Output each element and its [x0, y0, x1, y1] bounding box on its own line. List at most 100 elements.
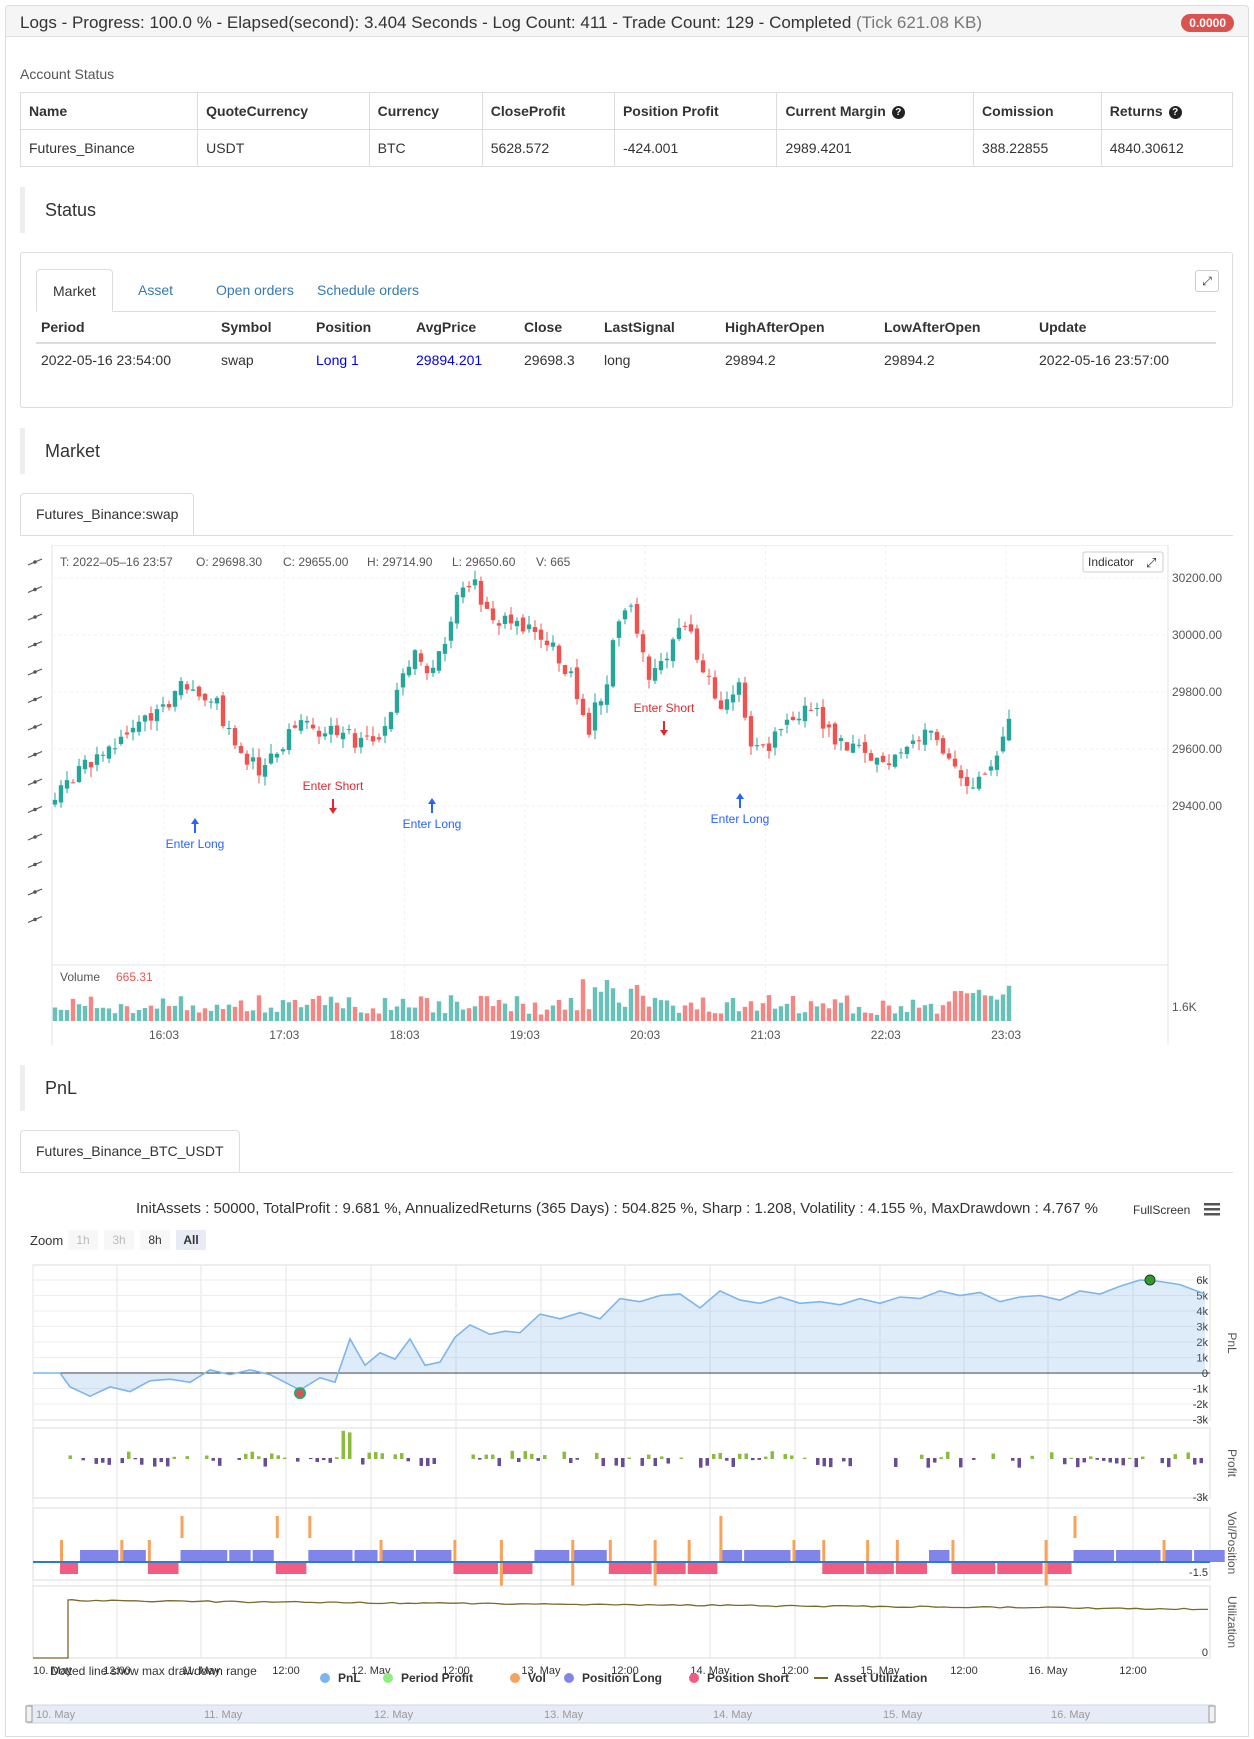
- volume-bar: [292, 999, 298, 1021]
- volume-bar: [676, 1012, 682, 1021]
- volume-bar: [232, 1006, 238, 1021]
- drawing-tool-icon[interactable]: [27, 640, 43, 649]
- kline-chart[interactable]: Enter Long Enter Short Enter Long Enter Sho…: [0, 545, 1254, 1055]
- drawing-tool-icon[interactable]: [27, 558, 43, 566]
- profit-bar: [829, 1458, 833, 1468]
- profit-pane[interactable]: [32, 1427, 1211, 1499]
- candle: [388, 711, 394, 733]
- drawing-tool-icon[interactable]: [27, 805, 43, 814]
- profit-bar: [894, 1458, 898, 1467]
- tab-market-symbol[interactable]: Futures_Binance:swap: [20, 493, 195, 535]
- candle: [1006, 709, 1012, 742]
- profit-bar: [322, 1458, 326, 1461]
- zoom-button-3h[interactable]: 3h: [104, 1230, 134, 1250]
- profit-bar: [666, 1458, 670, 1464]
- volume-bar: [604, 980, 610, 1021]
- volume-bar: [400, 998, 406, 1021]
- pnl-chart[interactable]: InitAssets : 50000, TotalProfit : 9.681 …: [0, 1178, 1254, 1738]
- volume-bar: [886, 1005, 892, 1021]
- legend-item[interactable]: Position Long: [564, 1671, 662, 1685]
- zoom-button-All[interactable]: All: [176, 1230, 206, 1250]
- drawing-tool-icon[interactable]: [27, 833, 43, 841]
- candle: [688, 614, 694, 634]
- volume-bar: [154, 1008, 160, 1021]
- profit-bar: [367, 1452, 371, 1459]
- legend-item[interactable]: PnL: [320, 1671, 361, 1685]
- candle: [106, 744, 112, 764]
- profit-bar: [751, 1458, 755, 1461]
- zoom-button-1h[interactable]: 1h: [68, 1230, 98, 1250]
- volume-bar: [910, 999, 916, 1021]
- profit-bar: [491, 1454, 495, 1459]
- legend-item[interactable]: Vol: [510, 1671, 546, 1685]
- ohlc-close: C: 29655.00: [283, 555, 349, 569]
- volume-bar: [652, 997, 658, 1021]
- drawing-tool-icon[interactable]: [27, 585, 43, 594]
- position-long-bar: [120, 1550, 146, 1562]
- tab-market[interactable]: Market: [36, 269, 113, 312]
- cell-position-profit: -424.001: [613, 129, 778, 167]
- legend-item[interactable]: Position Short: [689, 1671, 789, 1685]
- profit-bar: [575, 1458, 579, 1460]
- help-icon[interactable]: ?: [891, 106, 905, 119]
- candle: [340, 726, 346, 749]
- position-long-bar: [229, 1550, 251, 1562]
- indicator-button[interactable]: [1082, 551, 1164, 573]
- drawing-tool-icon[interactable]: [27, 750, 43, 759]
- cell-close: 29698.3: [524, 351, 575, 368]
- volume-bar: [64, 1010, 70, 1021]
- profit-bar: [530, 1453, 534, 1459]
- zoom-button-8h[interactable]: 8h: [140, 1230, 170, 1250]
- tab-asset[interactable]: Asset: [138, 282, 174, 298]
- drawing-tool-icon[interactable]: [27, 778, 43, 786]
- volume-bar: [736, 1011, 742, 1021]
- navigator-handle-right[interactable]: [1208, 1705, 1216, 1723]
- drawing-tool-icon[interactable]: [27, 613, 43, 621]
- cell-avgprice[interactable]: 29894.201: [416, 351, 483, 368]
- profit-bar: [660, 1456, 664, 1459]
- drawing-tool-icon[interactable]: [27, 723, 43, 731]
- volume-bar: [76, 1004, 82, 1021]
- menu-icon[interactable]: [1204, 1203, 1220, 1216]
- cell-position[interactable]: Long 1: [316, 351, 359, 368]
- candle: [406, 660, 412, 678]
- candle: [262, 758, 268, 786]
- col-close-profit: CloseProfit: [481, 92, 615, 130]
- fullscreen-button[interactable]: FullScreen: [1133, 1203, 1190, 1217]
- tab-open-orders[interactable]: Open orders: [216, 282, 294, 298]
- profit-bar: [374, 1452, 378, 1459]
- tab-schedule-orders[interactable]: Schedule orders: [317, 282, 419, 298]
- volume-bar: [118, 1004, 124, 1021]
- profit-bar: [1102, 1458, 1106, 1461]
- legend-item[interactable]: Asset Utilization: [814, 1671, 927, 1685]
- candle: [166, 700, 172, 711]
- col-currency: Currency: [368, 92, 483, 130]
- vol-bar: [719, 1516, 723, 1562]
- profit-bar: [133, 1458, 137, 1460]
- help-icon[interactable]: ?: [1168, 106, 1182, 119]
- candle: [832, 721, 838, 750]
- drawing-tool-icon[interactable]: [27, 915, 43, 924]
- candle: [820, 699, 826, 739]
- profit-bar: [790, 1455, 794, 1459]
- expand-icon[interactable]: ⤢: [1195, 270, 1219, 292]
- navigator-tick-label: 13. May: [544, 1709, 584, 1721]
- legend-item[interactable]: Period Profit: [383, 1671, 473, 1685]
- tab-pnl-symbol[interactable]: Futures_Binance_BTC_USDT: [20, 1130, 240, 1172]
- status-badge: 0.0000: [1181, 14, 1234, 32]
- drawing-tool-icon[interactable]: [27, 695, 43, 704]
- utilization-pane[interactable]: [32, 1585, 1211, 1659]
- pnl-tick-label: -3k: [1193, 1415, 1209, 1427]
- candle: [244, 750, 250, 771]
- volume-bar: [508, 1011, 514, 1021]
- volume-axis-label: 1.6K: [1172, 1000, 1197, 1014]
- drawing-tool-icon[interactable]: [27, 888, 43, 896]
- vol-position-pane[interactable]: [32, 1507, 1211, 1581]
- candle: [274, 752, 280, 763]
- navigator-handle-left[interactable]: [25, 1705, 33, 1723]
- fullscreen-icon[interactable]: ⤢: [1146, 555, 1156, 570]
- volume-bar: [472, 1006, 478, 1021]
- price-pane[interactable]: [51, 545, 1169, 966]
- drawing-tool-icon[interactable]: [27, 668, 43, 676]
- drawing-tool-icon[interactable]: [27, 860, 43, 869]
